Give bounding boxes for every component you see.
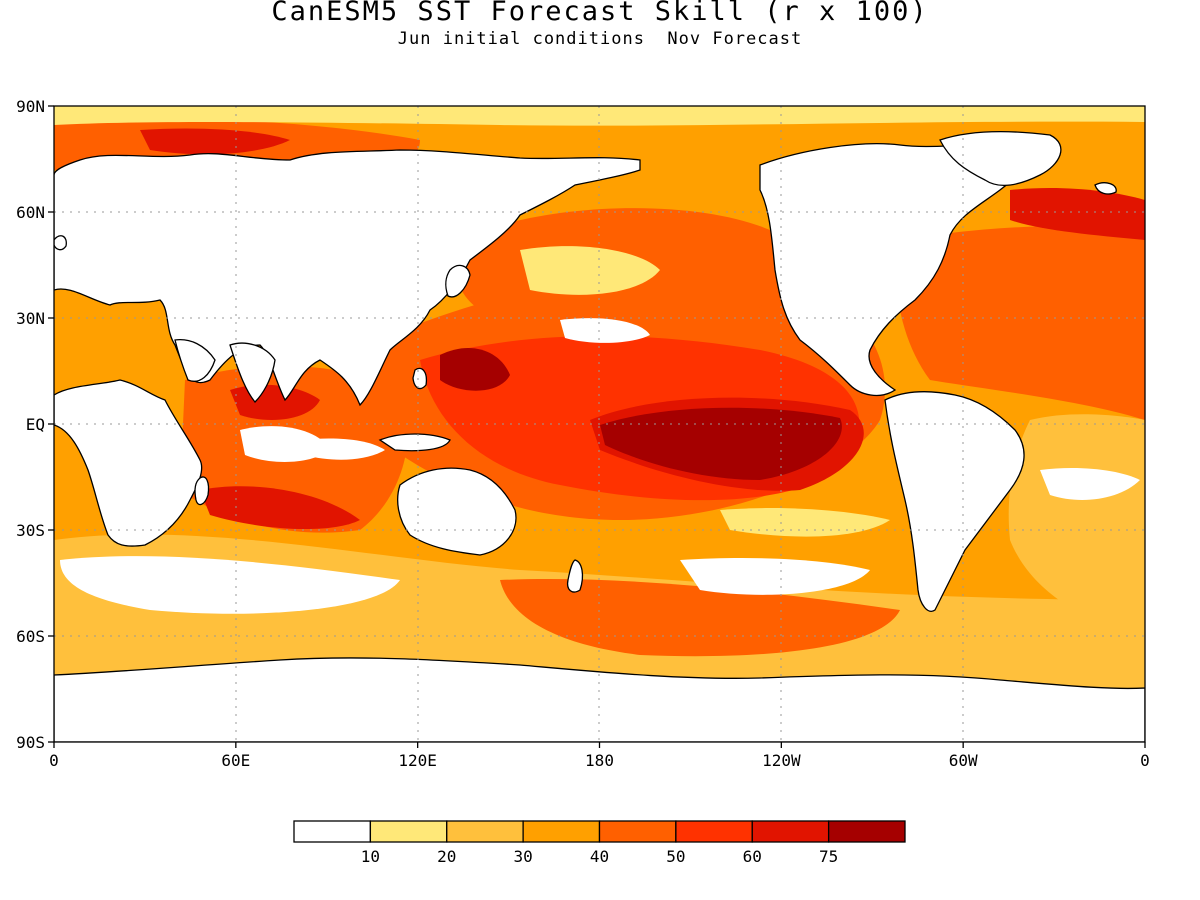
lon-tick-label: 60W (949, 751, 978, 770)
lat-axis: 90N 60N 30N EQ 30S 60S 90S (16, 97, 54, 752)
land-japan (445, 264, 471, 298)
continents (54, 131, 1145, 742)
lon-tick-label: 120W (762, 751, 801, 770)
land-new-zealand (566, 559, 584, 593)
lon-axis: 0 60E 120E 180 120W 60W 0 (49, 742, 1150, 770)
land-africa (54, 379, 203, 547)
lon-tick-label: 120E (398, 751, 437, 770)
land-arabia (174, 339, 216, 382)
lat-tick-label: 30S (16, 521, 45, 540)
map-subtitle: Jun initial conditions Nov Forecast (397, 29, 803, 49)
map-title: CanESM5 SST Forecast Skill (r x 100) (271, 0, 929, 27)
land-iceland (1094, 182, 1117, 195)
lat-tick-label: 60S (16, 627, 45, 646)
land-greenland (939, 131, 1062, 187)
land-australia (397, 467, 517, 556)
colorbar-swatch (827, 820, 906, 843)
lat-tick-label: 60N (16, 203, 45, 222)
west-pacific-peak (440, 347, 510, 391)
lat-tick-label: 30N (16, 309, 45, 328)
colorbar-swatch (522, 820, 601, 843)
colorbar-level-label: 75 (819, 847, 838, 866)
barents-sea-skill (140, 128, 290, 155)
land-india (229, 342, 276, 403)
gridlines (54, 106, 1145, 742)
lon-tick-label: 60E (221, 751, 250, 770)
colorbar-swatch (598, 820, 677, 843)
south-indian-skill (200, 486, 360, 530)
colorbar: 10 20 30 40 50 60 75 (293, 820, 906, 866)
lon-tick-label: 0 (49, 751, 59, 770)
sst-skill-field (54, 106, 1145, 742)
colorbar-level-label: 30 (513, 847, 532, 866)
land-uk (54, 235, 67, 251)
colorbar-swatch (675, 820, 753, 843)
colorbar-swatch (751, 820, 830, 843)
lat-tick-label: 90N (16, 97, 45, 116)
colorbar-swatch (446, 820, 524, 843)
south-pacific-low (680, 558, 870, 595)
lat-tick-label: EQ (26, 415, 45, 434)
land-south-america (884, 391, 1025, 612)
low-skill-patch-1 (560, 318, 650, 343)
north-pacific-low (520, 246, 660, 295)
south-indian-low-skill (60, 556, 400, 614)
land-indonesia (378, 433, 451, 452)
colorbar-level-label: 20 (437, 847, 456, 866)
lat-tick-label: 90S (16, 733, 45, 752)
lon-tick-label: 0 (1140, 751, 1150, 770)
south-atlantic-low (1040, 468, 1140, 500)
south-pacific-southern-skill (500, 579, 900, 657)
colorbar-swatch (369, 820, 448, 843)
colorbar-level-label: 10 (361, 847, 380, 866)
colorbar-level-label: 40 (590, 847, 609, 866)
colorbar-swatch (293, 820, 372, 843)
subpolar-atlantic-skill (1010, 188, 1145, 240)
colorbar-level-label: 50 (666, 847, 685, 866)
land-philippines (412, 367, 428, 390)
north-atlantic-skill (896, 225, 1145, 420)
enso-peak-skill (600, 407, 842, 480)
low-skill-patch-2 (720, 508, 890, 537)
colorbar-level-label: 60 (743, 847, 762, 866)
low-skill-patch-3 (300, 438, 385, 460)
land-madagascar (194, 476, 210, 506)
lon-tick-label: 180 (585, 751, 614, 770)
